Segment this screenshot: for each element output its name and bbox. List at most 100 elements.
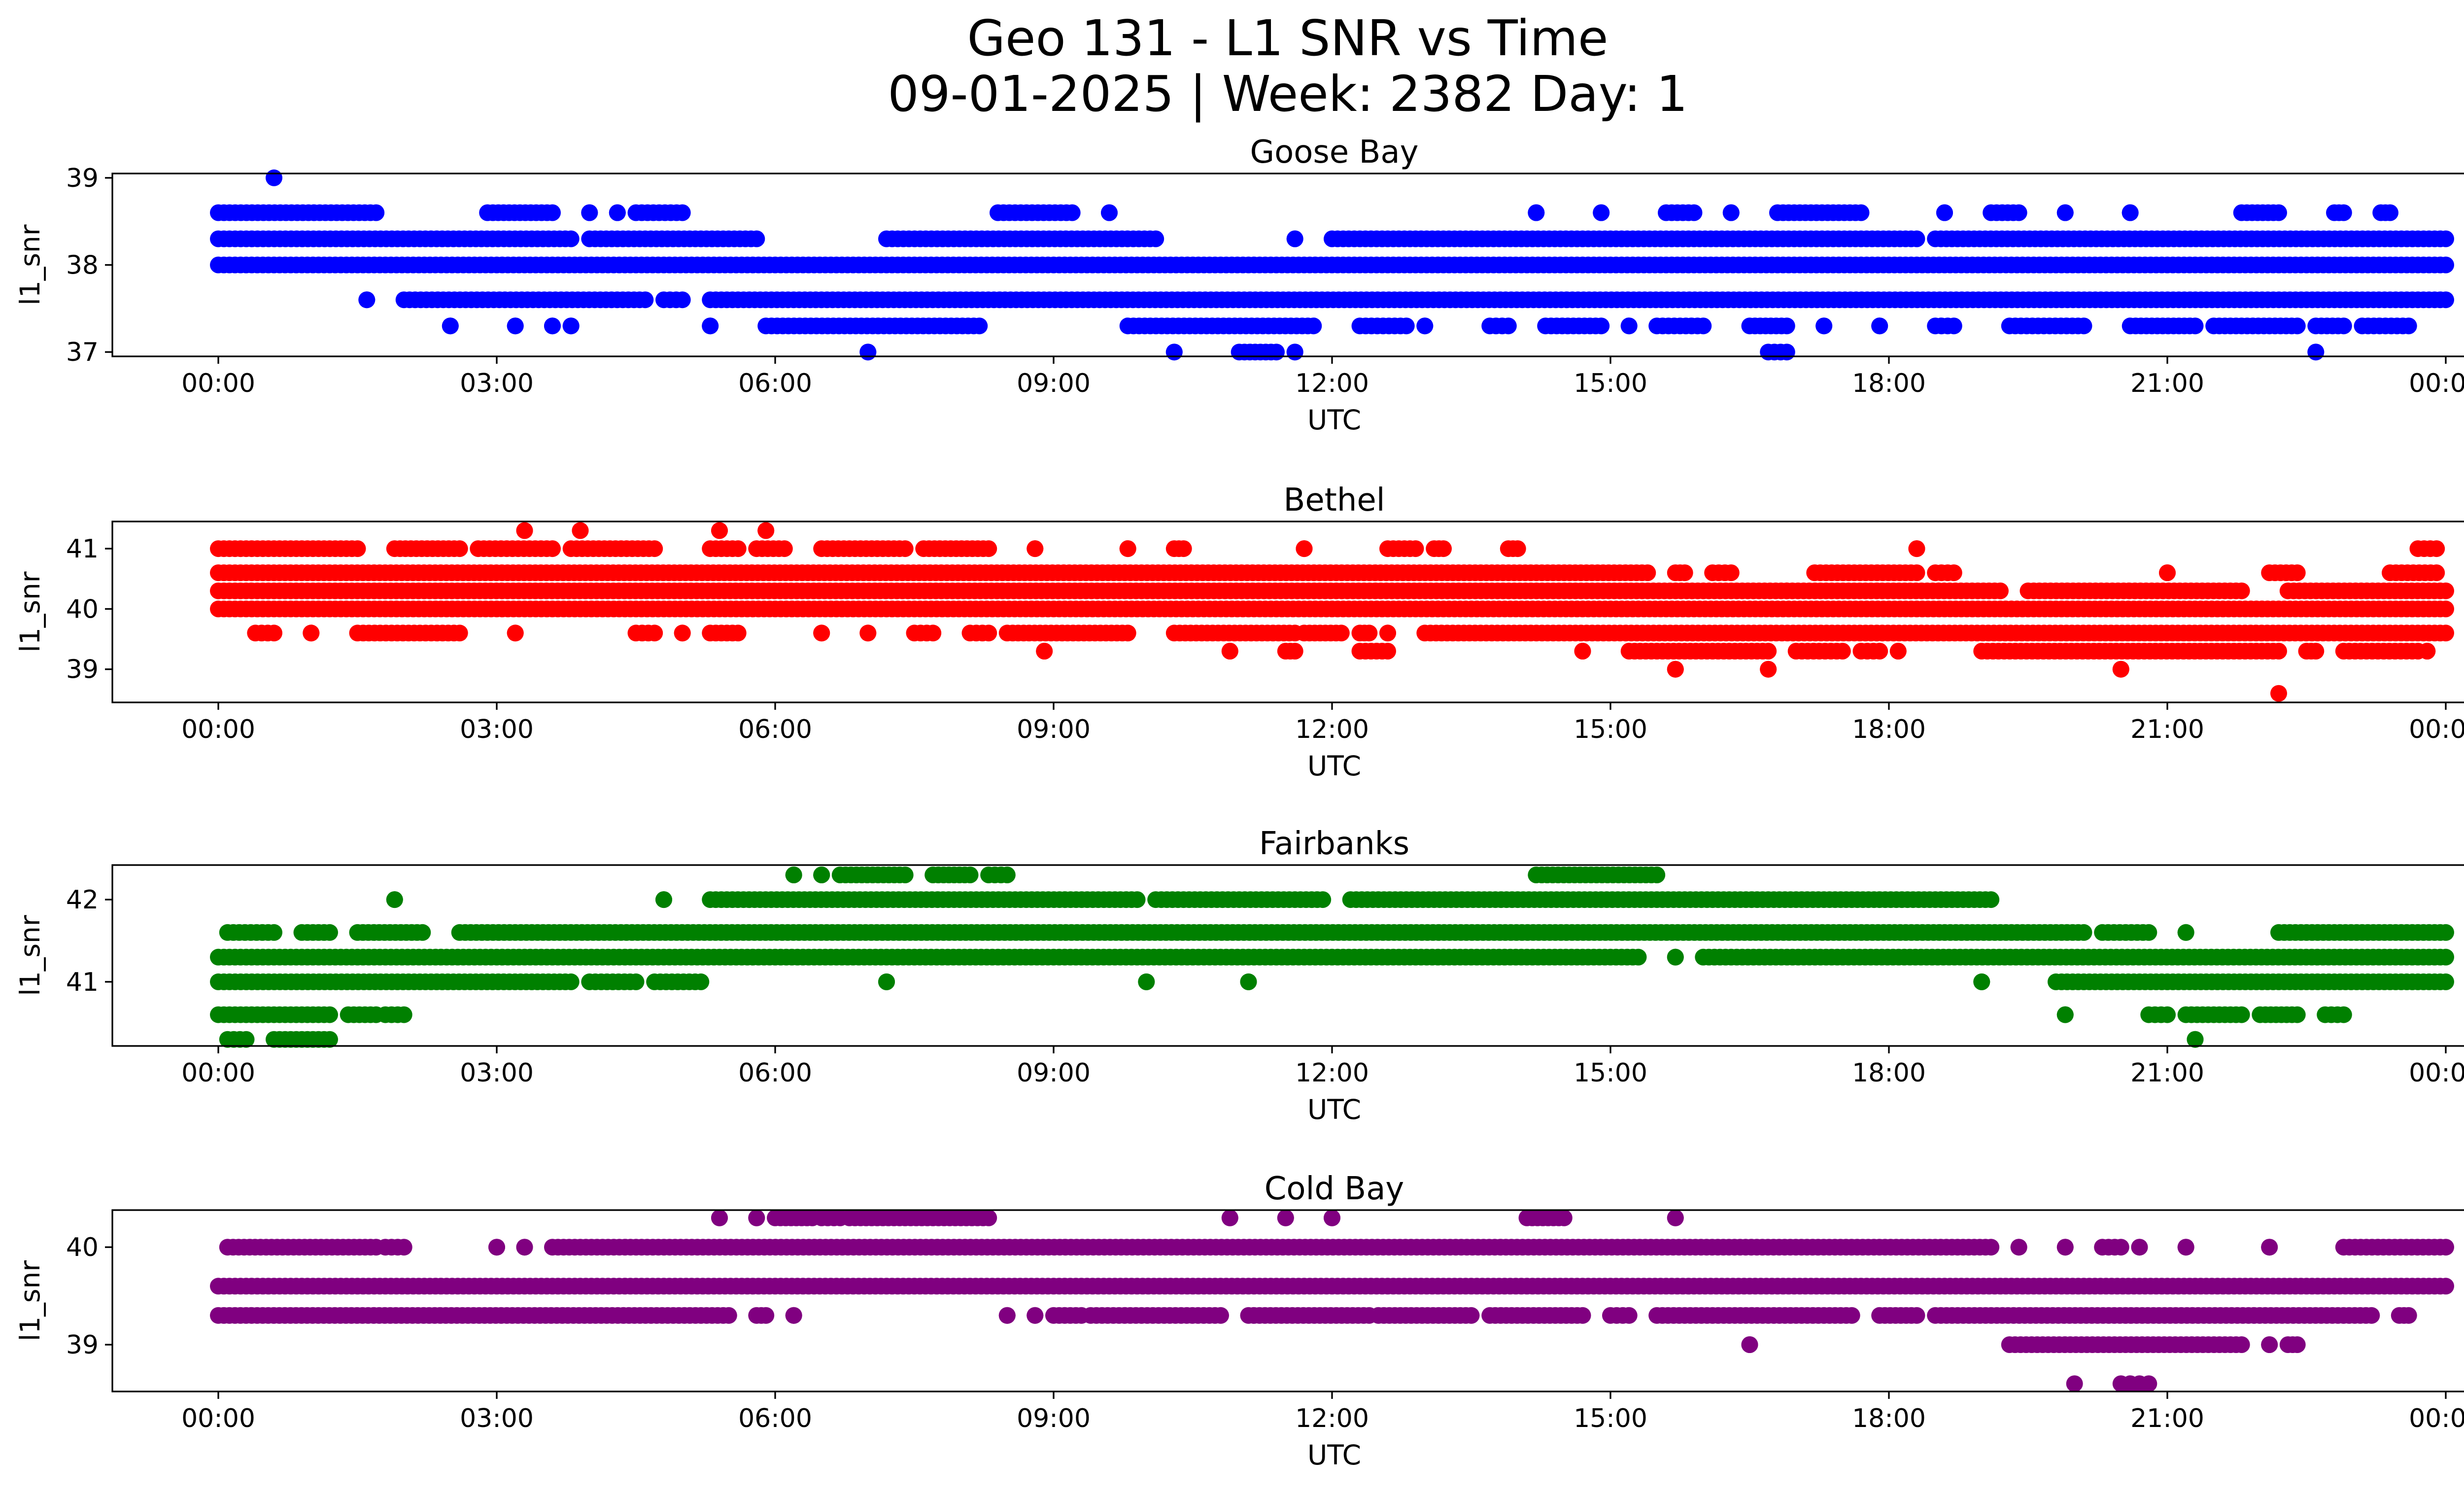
x-tick-label: 15:00 [1574, 715, 1647, 744]
data-point [1305, 317, 1322, 335]
data-point [961, 867, 979, 883]
data-point [2112, 661, 2129, 678]
data-point [627, 973, 645, 990]
data-point [303, 625, 320, 642]
y-tick-label: 41 [66, 534, 99, 564]
data-point [1983, 1239, 2000, 1256]
data-point [1119, 625, 1136, 642]
data-point [813, 867, 830, 883]
data-point [2270, 643, 2287, 660]
y-tick-label: 42 [66, 885, 99, 915]
data-point [1407, 540, 1424, 557]
data-point [1528, 204, 1545, 221]
x-tick-label: 15:00 [1574, 1058, 1647, 1088]
y-tick-label: 41 [66, 968, 99, 997]
data-point [451, 625, 468, 642]
data-point [646, 540, 663, 557]
x-tick-label: 18:00 [1852, 369, 1926, 398]
data-point [2437, 948, 2454, 966]
data-point [2437, 1239, 2454, 1256]
data-point [544, 204, 561, 221]
data-point [2437, 625, 2454, 642]
data-point [924, 625, 942, 642]
y-axis-label: l1_snr [14, 571, 46, 652]
data-point [1147, 230, 1164, 247]
data-point [1852, 204, 1870, 221]
x-tick-label: 03:00 [460, 715, 534, 744]
data-point [1676, 564, 1693, 581]
data-point [1973, 973, 1990, 990]
data-point [1416, 317, 1434, 335]
data-point [757, 522, 775, 539]
data-point [1983, 891, 2000, 908]
x-axis-label: UTC [1307, 404, 1361, 436]
data-point [674, 204, 691, 221]
x-tick-label: 06:00 [738, 1058, 812, 1088]
data-point [1286, 344, 1303, 361]
x-tick-label: 21:00 [2130, 715, 2204, 744]
data-point [711, 522, 728, 539]
y-tick-label: 39 [66, 655, 99, 685]
data-point [998, 867, 1016, 883]
figure-title-line2: 09-01-2025 | Week: 2382 Day: 1 [888, 65, 1687, 123]
data-point [1685, 204, 1703, 221]
data-point [581, 204, 598, 221]
data-point [2400, 317, 2417, 335]
data-point [2437, 600, 2454, 618]
data-point [2335, 1006, 2352, 1023]
data-point [1871, 643, 1888, 660]
data-point [776, 540, 793, 557]
data-point [2437, 924, 2454, 941]
data-point [1398, 317, 1415, 335]
data-point [1296, 540, 1313, 557]
y-tick-label: 38 [66, 251, 99, 280]
data-point [2177, 1239, 2194, 1256]
data-point [1165, 344, 1183, 361]
data-point [1175, 540, 1192, 557]
data-point [2307, 643, 2325, 660]
x-tick-label: 06:00 [738, 369, 812, 398]
data-point [896, 867, 914, 883]
data-point [1286, 230, 1303, 247]
data-point [1314, 891, 1332, 908]
data-point [878, 973, 895, 990]
data-point [1277, 1209, 1294, 1226]
x-tick-label: 09:00 [1017, 1058, 1091, 1088]
data-point [2289, 317, 2306, 335]
data-point [980, 540, 997, 557]
data-point [1509, 540, 1526, 557]
data-point [1379, 625, 1396, 642]
data-point [2056, 1239, 2074, 1256]
data-point [562, 973, 580, 990]
data-point [1815, 317, 1833, 335]
data-point [368, 204, 385, 221]
x-tick-label: 12:00 [1295, 715, 1369, 744]
data-point [813, 625, 830, 642]
data-point [266, 924, 282, 941]
y-tick-label: 40 [66, 594, 99, 624]
x-tick-label: 00:00 [2409, 715, 2464, 744]
data-point [1435, 540, 1452, 557]
data-point [702, 317, 719, 335]
data-point [980, 1209, 997, 1226]
data-point [572, 522, 589, 539]
data-point [2177, 924, 2194, 941]
y-axis-label: l1_snr [14, 915, 46, 996]
data-point [2437, 973, 2454, 990]
data-point [1908, 540, 1925, 557]
data-point [692, 973, 710, 990]
data-point [1240, 973, 1257, 990]
data-point [1630, 948, 1647, 966]
data-point [2289, 564, 2306, 581]
data-point [321, 924, 338, 941]
data-point [646, 625, 663, 642]
data-point [1027, 540, 1044, 557]
panel-title-goose-bay: Goose Bay [1250, 134, 1419, 171]
data-point [748, 1209, 765, 1226]
data-point [1620, 317, 1638, 335]
data-point [609, 204, 626, 221]
data-point [1379, 643, 1396, 660]
data-point [1574, 643, 1591, 660]
data-point [1760, 643, 1777, 660]
data-point [971, 317, 988, 335]
